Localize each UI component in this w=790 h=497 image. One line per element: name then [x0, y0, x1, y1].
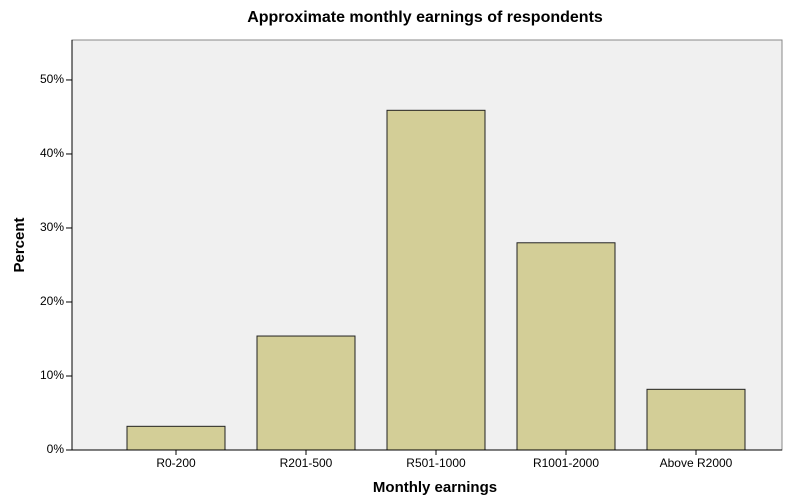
y-tick-label: 20% — [40, 294, 64, 308]
y-tick-label: 40% — [40, 146, 64, 160]
chart-title: Approximate monthly earnings of responde… — [247, 9, 603, 26]
y-tick-label: 30% — [40, 220, 64, 234]
x-tick-label: R201-500 — [280, 456, 333, 470]
y-axis-label: Percent — [11, 217, 28, 272]
x-tick-label: R0-200 — [156, 456, 196, 470]
bar — [386, 109, 486, 451]
x-tick-label: R501-1000 — [406, 456, 466, 470]
bar — [516, 242, 616, 451]
bar — [646, 388, 746, 451]
bar — [256, 335, 356, 451]
x-axis-label: Monthly earnings — [373, 479, 497, 496]
x-tick-label: Above R2000 — [660, 456, 733, 470]
y-tick-label: 0% — [47, 442, 65, 456]
bar — [126, 425, 226, 451]
y-tick-label: 10% — [40, 368, 64, 382]
x-tick-label: R1001-2000 — [533, 456, 599, 470]
y-tick-label: 50% — [40, 72, 64, 86]
